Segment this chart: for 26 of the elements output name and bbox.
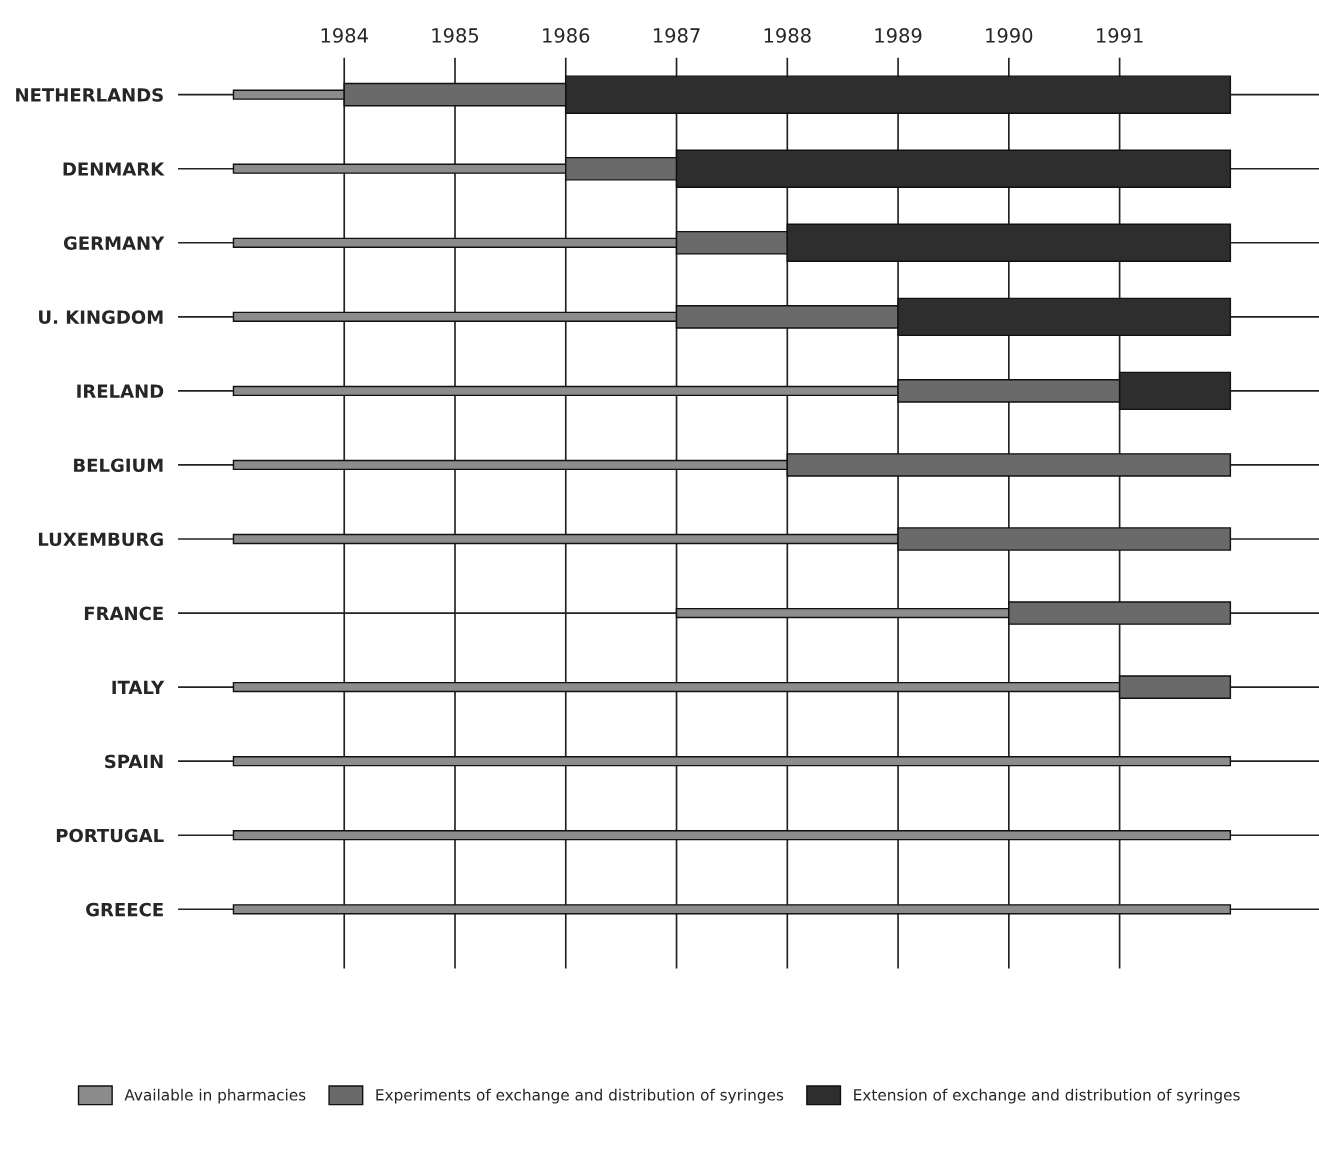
x-tick-label: 1989 — [875, 28, 922, 43]
y-tick-label: GERMANY — [63, 236, 165, 250]
y-tick-label: NETHERLANDS — [16, 88, 163, 102]
x-tick-label: 1985 — [432, 28, 479, 43]
y-tick-label: SPAIN — [105, 754, 163, 769]
y-tick-label: FRANCE — [84, 606, 163, 621]
x-tick-label: 1986 — [543, 28, 590, 43]
y-tick-label: PORTUGAL — [56, 828, 164, 843]
y-tick-label: U. KINGDOM — [39, 310, 163, 324]
x-tick-label: 1988 — [764, 28, 811, 43]
y-tick-label: ITALY — [112, 680, 165, 694]
x-tick-label: 1984 — [321, 28, 368, 43]
legend-label: Experiments of exchange and distribution of syringes — [376, 1088, 784, 1104]
y-tick-label: GREECE — [86, 902, 163, 917]
x-tick-label: 1987 — [653, 28, 700, 43]
legend-label: Available in pharmacies — [124, 1088, 306, 1104]
y-tick-label: LUXEMBURG — [38, 532, 163, 547]
y-tick-label: DENMARK — [63, 162, 165, 176]
bar — [232, 904, 1232, 915]
y-tick-label: IRELAND — [77, 384, 164, 398]
bar — [232, 756, 1232, 767]
bar — [232, 830, 1232, 841]
x-tick-label: 1991 — [1097, 28, 1143, 43]
legend-label: Extension of exchange and distribution of syringes — [854, 1088, 1240, 1104]
y-tick-label: BELGIUM — [74, 458, 163, 473]
x-tick-label: 1990 — [986, 28, 1033, 43]
